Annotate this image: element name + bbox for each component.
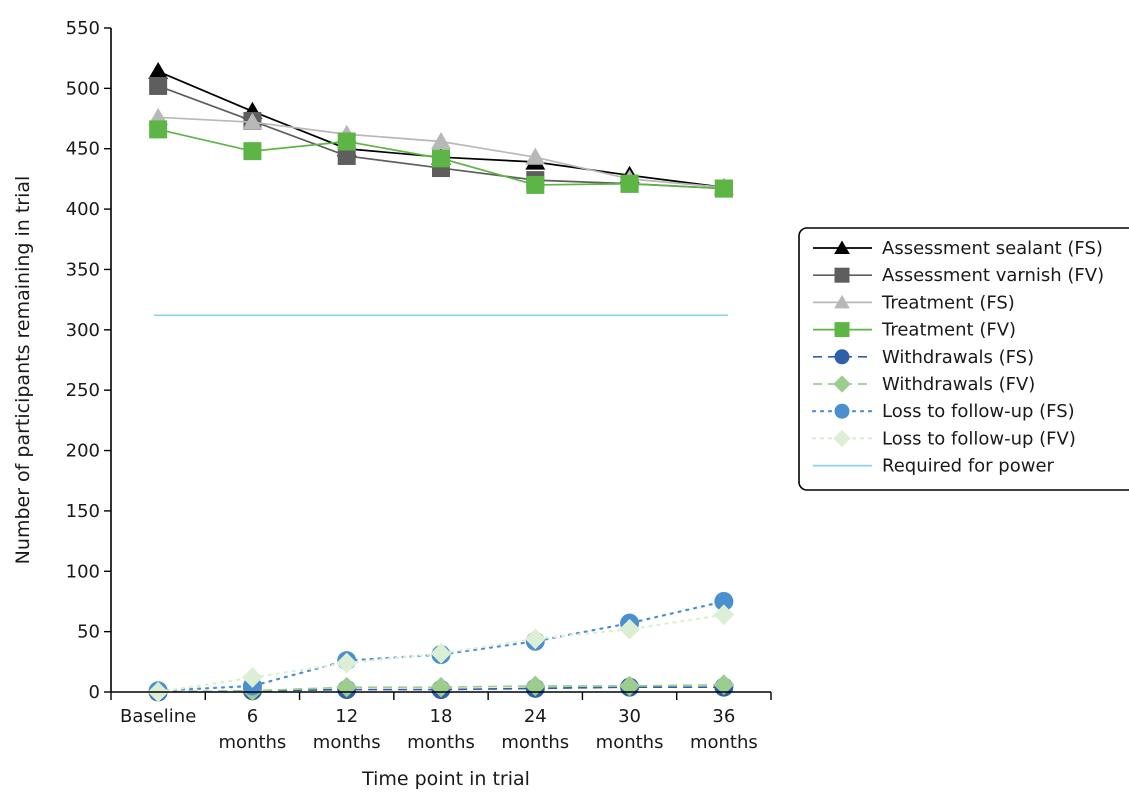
data-point [524,628,546,650]
legend-marker [834,322,850,338]
series-3 [149,120,733,198]
legend-item: Assessment sealant (FS) [813,238,1103,259]
legend-item: Required for power [813,456,1055,477]
x-tick-label: 18 months [407,706,475,753]
data-point [243,142,262,161]
legend-label: Assessment sealant (FS) [882,238,1103,259]
data-point [713,674,735,696]
data-point [620,174,639,193]
data-point [713,604,735,626]
y-tick-label: 0 [89,682,100,703]
data-point [430,676,452,698]
y-tick-label: 50 [77,622,100,643]
legend-label: Required for power [882,456,1055,477]
data-point [619,675,640,697]
legend-item: Loss to follow-up (FV) [811,428,1076,449]
x-tick-label-line: 30 [618,706,641,727]
data-point [430,643,452,664]
data-point [242,112,263,130]
data-point [431,131,451,150]
legend-marker [834,403,850,419]
x-tick-label: 36 months [690,706,758,753]
legend-marker [834,240,850,254]
x-tick-label-line: months [219,732,287,753]
data-point [336,676,358,698]
legend-marker [833,429,851,448]
y-tick-label: 250 [66,380,100,401]
legend-item: Assessment varnish (FV) [813,265,1104,286]
y-tick-label: 200 [66,441,100,462]
y-tick-label: 450 [66,139,100,160]
data-point [526,175,545,194]
legend-item: Withdrawals (FV) [813,374,1035,395]
y-tick-label: 500 [66,78,100,99]
x-tick-label-line: 12 [335,706,358,727]
legend-item: Treatment (FS) [813,292,1015,313]
x-tick-label-line: 18 [430,706,453,727]
y-tick-label: 400 [66,199,100,220]
x-tick-label-line: months [313,732,381,753]
legend-label: Loss to follow-up (FS) [882,401,1075,422]
x-axis-title: Time point in trial [361,768,530,790]
data-point [149,120,168,139]
data-point [336,652,358,674]
legend-item: Treatment (FV) [813,320,1016,341]
legend-label: Assessment varnish (FV) [882,265,1104,286]
legend-marker [833,375,851,393]
y-tick-label: 300 [66,320,100,341]
data-point [619,618,640,640]
data-point [714,591,734,611]
legend-label: Treatment (FS) [881,292,1015,313]
data-point [149,76,168,95]
legend-marker [834,349,850,365]
legend-box [798,227,1129,491]
data-point [242,667,263,688]
x-tick-label-line: 6 [247,706,258,727]
legend-label: Loss to follow-up (FV) [882,428,1076,449]
x-tick-label-line: Baseline [120,706,196,727]
legend-label: Treatment (FV) [881,320,1016,341]
data-point [714,179,733,198]
legend-marker [834,294,850,309]
legend-label: Withdrawals (FV) [882,374,1035,395]
data-point [337,132,356,151]
legend: Assessment sealant (FS) Assessment varnis… [798,227,1129,491]
axes: 0 50 100 150 200 250 300 350 400 450 500 550 Baselin… [12,18,772,790]
data-point [337,146,356,165]
y-tick-label: 350 [66,259,100,280]
data-point [524,675,546,697]
x-tick-label-line: months [596,732,664,753]
legend-item: Loss to follow-up (FS) [811,401,1075,422]
x-tick-label: 12 months [313,706,381,753]
y-tick-label: 550 [66,18,100,39]
x-tick-label: 30 months [596,706,664,753]
x-tick-label-line: months [407,732,475,753]
x-tick-label-line: months [690,732,758,753]
y-tick-label: 150 [66,501,100,522]
x-tick-label-line: months [501,732,569,753]
x-tick-label: Baseline [120,706,196,727]
x-tick-label: 6 months [219,706,287,753]
plot-area [147,61,735,703]
data-point [525,147,546,165]
legend-marker [834,267,850,283]
x-tick-label: 24 months [501,706,569,753]
x-tick-label-line: 36 [712,706,735,727]
data-point [432,149,450,168]
y-tick-label: 100 [66,561,100,582]
legend-label: Withdrawals (FS) [882,347,1034,368]
legend-item: Withdrawals (FS) [813,347,1034,368]
y-axis-title: Number of participants remaining in tria… [12,176,34,565]
x-tick-label-line: 24 [524,706,547,727]
data-point [148,61,169,80]
